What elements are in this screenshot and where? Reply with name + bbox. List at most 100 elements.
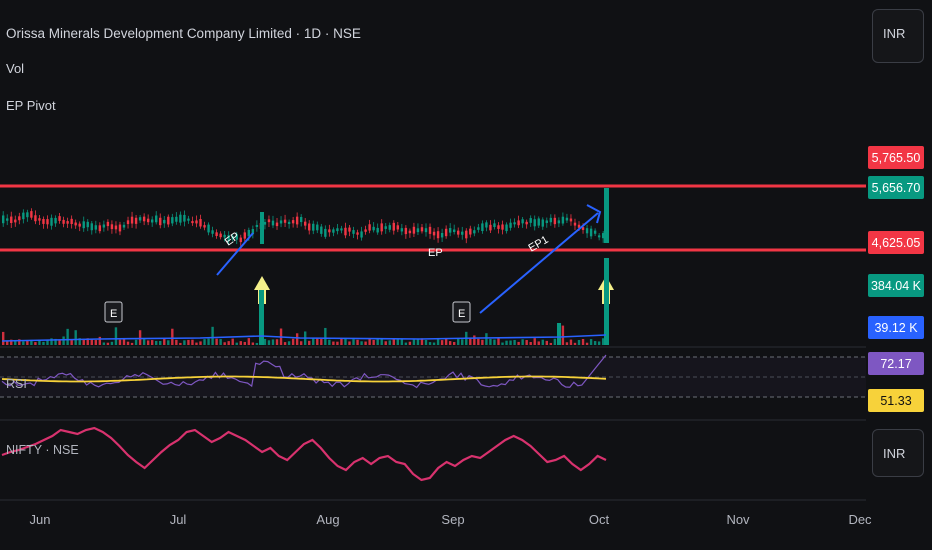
volume-bar: [159, 340, 162, 345]
candle: [440, 233, 444, 238]
candle: [171, 217, 174, 224]
candle: [251, 229, 255, 235]
candle: [320, 226, 323, 234]
volume-bar: [372, 339, 375, 345]
candle: [146, 218, 150, 223]
candle: [22, 212, 25, 220]
ep-marker: EP: [428, 247, 443, 259]
volume-bar: [114, 327, 118, 345]
candle: [46, 219, 49, 225]
compare-pane-label[interactable]: NIFTY · NSE: [6, 443, 79, 457]
volume-bar: [175, 339, 178, 345]
volume-bar: [336, 341, 339, 345]
volume-bar: [597, 341, 601, 345]
trend-arrow: [216, 232, 254, 276]
volume-bar: [577, 340, 581, 345]
volume-bar: [489, 338, 492, 345]
candle: [533, 219, 536, 227]
symbol-title[interactable]: Orissa Minerals Development Company Limi…: [6, 26, 361, 41]
candle: [54, 217, 57, 224]
volume-bar: [78, 338, 81, 345]
rsi-line: [1, 354, 607, 389]
earnings-marker: [104, 301, 123, 323]
candle: [130, 216, 134, 224]
volume-bar: [142, 339, 146, 345]
candle: [231, 236, 234, 240]
ep-pivot-legend[interactable]: EP Pivot: [6, 98, 56, 113]
candle: [6, 218, 9, 221]
candle: [235, 234, 238, 240]
volume-bar: [251, 342, 255, 345]
volume-bar: [533, 338, 536, 345]
candle: [593, 230, 597, 234]
volume-bar: [541, 339, 544, 345]
candle: [219, 233, 222, 238]
currency-button[interactable]: INR: [872, 9, 924, 63]
candle: [155, 215, 158, 223]
candle: [163, 219, 166, 224]
candle: [581, 227, 585, 230]
candle: [509, 222, 512, 228]
price-label-pivot: 4,625.05: [868, 231, 924, 254]
candle: [74, 222, 77, 226]
candle: [561, 216, 565, 224]
candle: [328, 229, 331, 233]
rsi-pane-label[interactable]: RSI: [6, 377, 27, 391]
x-tick-jul: Jul: [169, 512, 187, 527]
rsi-label-value: 72.17: [868, 352, 924, 375]
candle: [295, 216, 299, 225]
volume-bar: [593, 341, 597, 345]
volume-bar: [167, 340, 170, 345]
candle: [444, 228, 448, 237]
candle: [150, 219, 154, 223]
candle: [243, 232, 246, 239]
volume-bar: [521, 339, 524, 345]
volume-bar: [481, 339, 484, 345]
candle: [352, 230, 355, 234]
candle: [537, 218, 540, 226]
candle: [211, 230, 214, 234]
candle: [42, 218, 45, 224]
volume-bar: [332, 341, 335, 345]
candle: [267, 219, 271, 223]
volume-bar: [380, 338, 383, 345]
volume-average-line: [1, 334, 607, 342]
volume-bar: [247, 338, 251, 345]
volume-bar: [601, 338, 605, 345]
candle: [195, 220, 198, 224]
volume-bar: [312, 338, 315, 345]
volume-bar: [2, 331, 5, 345]
candle: [601, 233, 605, 239]
volume-bar: [328, 339, 331, 345]
candle: [420, 227, 424, 232]
candle: [134, 217, 138, 224]
vol-legend[interactable]: Vol: [6, 61, 25, 76]
volume-bar: [231, 338, 234, 345]
volume-bar: [74, 330, 77, 345]
trend-arrowhead: [586, 204, 602, 224]
x-tick-oct: Oct: [588, 512, 610, 527]
candle: [436, 231, 440, 239]
price-label-high: 5,765.50: [868, 146, 924, 169]
candle: [34, 215, 37, 222]
candle: [513, 222, 516, 225]
volume-bar: [473, 335, 476, 345]
volume-bar: [501, 342, 504, 345]
volume-bar: [287, 341, 291, 345]
candle: [412, 226, 416, 234]
volume-bar: [400, 339, 404, 345]
candle: [203, 225, 206, 228]
volume-bar: [549, 342, 553, 345]
candle: [66, 221, 69, 224]
volume-bar: [50, 338, 53, 345]
candle: [396, 225, 400, 230]
candle: [291, 220, 295, 224]
compare-currency-button[interactable]: INR: [872, 429, 924, 477]
volume-bar: [271, 339, 275, 345]
volume-bar: [553, 338, 557, 345]
volume-bar: [62, 336, 65, 345]
candle: [424, 228, 428, 233]
candle: [372, 226, 375, 231]
volume-bar: [376, 339, 379, 345]
